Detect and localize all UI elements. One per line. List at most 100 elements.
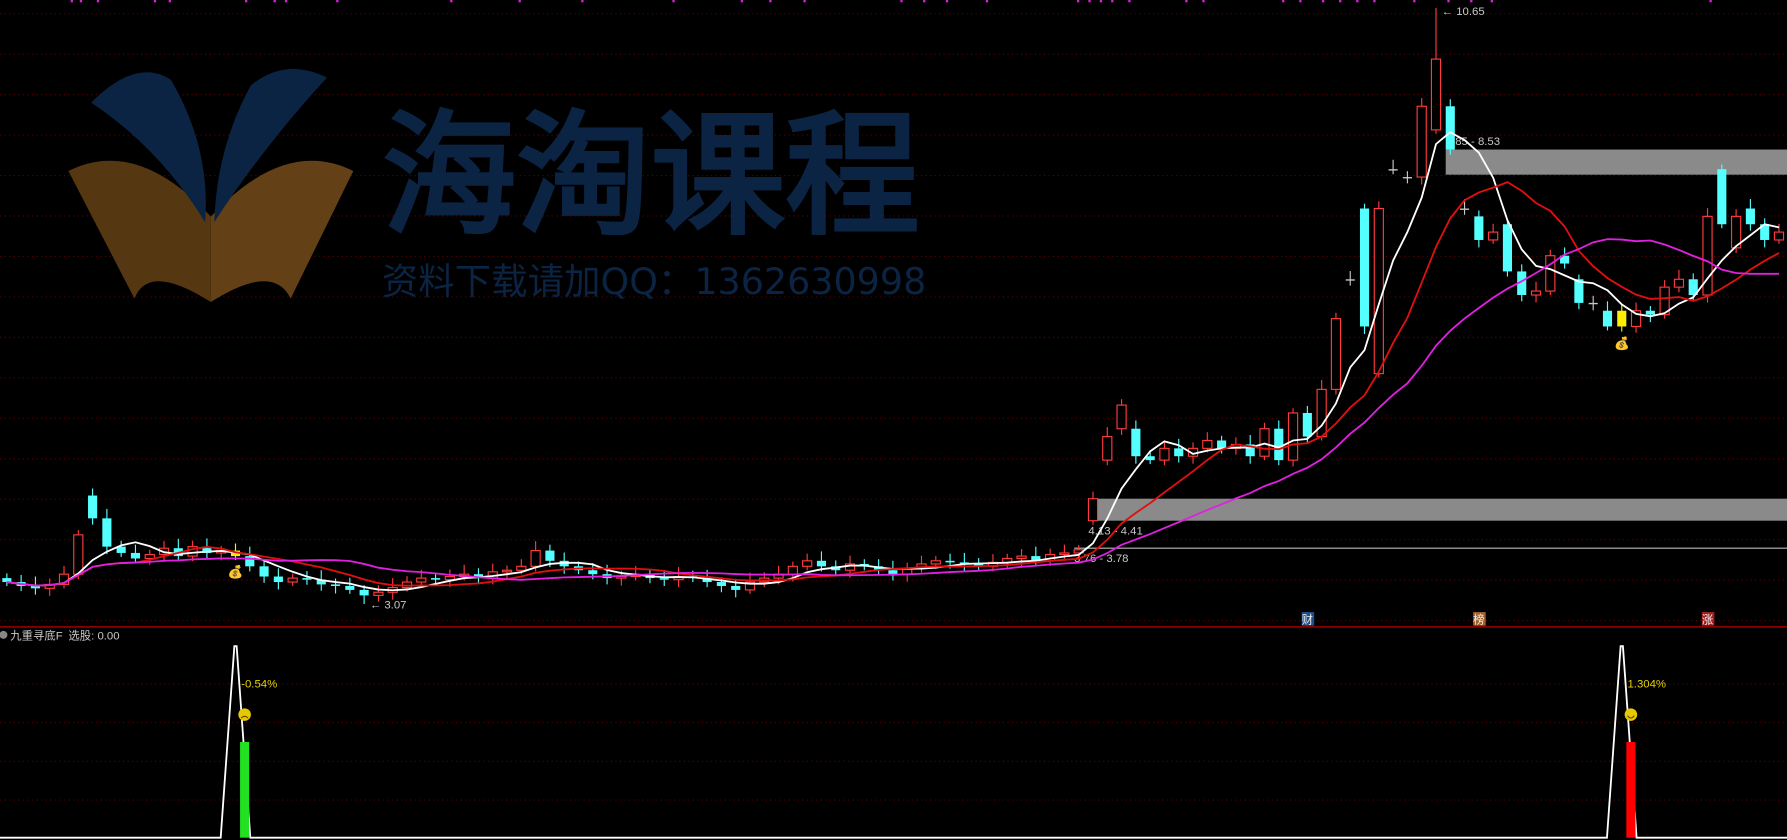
candle	[1602, 301, 1613, 331]
candle-body-up	[1730, 215, 1742, 249]
candle	[1517, 264, 1527, 302]
top-dots	[70, 0, 1712, 3]
top-dot	[1099, 0, 1103, 3]
candle-body-down	[1174, 448, 1184, 457]
candle	[1202, 432, 1213, 453]
candle	[273, 568, 283, 590]
candle-body-down	[30, 585, 40, 589]
signal-percent-label: 1.304%	[1627, 678, 1666, 690]
candle	[1430, 7, 1442, 134]
candle-body-down	[1302, 412, 1312, 437]
candle	[1359, 203, 1370, 334]
top-dot	[450, 0, 453, 3]
candle	[802, 553, 813, 571]
candle-body-up	[1530, 290, 1542, 296]
candle	[1474, 210, 1484, 248]
candle-body-down	[888, 570, 898, 575]
candle-body-up	[802, 560, 813, 567]
candle	[116, 540, 126, 557]
high-price-label: ← 10.65	[1442, 6, 1485, 18]
candle-body-down	[102, 518, 112, 547]
candle	[1530, 281, 1542, 303]
candle-body-down	[345, 585, 355, 590]
candle	[1116, 399, 1127, 435]
candle	[1316, 379, 1327, 441]
candle	[1645, 306, 1655, 323]
candle-body-down	[1745, 208, 1755, 225]
top-dot	[923, 0, 926, 3]
candle-body-up	[1330, 318, 1342, 390]
candle	[1717, 164, 1727, 229]
candle	[1287, 408, 1299, 467]
candle-body-down	[302, 578, 312, 580]
candle	[1245, 434, 1255, 464]
candle	[1630, 302, 1642, 333]
top-dot	[79, 0, 83, 3]
candle-body-down	[116, 546, 126, 553]
watermark: 海淘课程 资料下载请加QQ：1362630998	[68, 68, 926, 303]
signal-bar	[1626, 741, 1636, 838]
candle-body-up	[1087, 498, 1099, 522]
candle	[1560, 247, 1570, 269]
candle-body-up	[1773, 231, 1785, 241]
candle	[1159, 441, 1170, 466]
candle-body-down	[1588, 302, 1598, 305]
candle	[88, 488, 98, 525]
candle-body-down	[545, 550, 555, 561]
candle	[444, 569, 456, 588]
money-bag-icon: 💰	[1614, 336, 1630, 352]
candle-body-up	[1488, 231, 1499, 241]
candle-body-up	[787, 565, 798, 575]
top-dot	[1356, 0, 1359, 3]
candle-body-down	[716, 582, 726, 586]
top-dot	[672, 0, 675, 3]
moving-averages	[6, 131, 1780, 592]
candle	[2, 573, 12, 586]
candle-body-up	[287, 577, 298, 583]
top-dot	[273, 0, 276, 3]
candle-body-up	[416, 577, 427, 583]
marker-label: 榜	[1473, 612, 1484, 626]
candle-body-up	[1202, 439, 1213, 449]
top-dot	[168, 0, 171, 3]
smile-face-circle	[1624, 708, 1638, 721]
candle	[1274, 420, 1284, 466]
candle-body-down	[431, 578, 441, 580]
top-dot	[900, 0, 903, 3]
top-dot	[1373, 0, 1376, 3]
candle-body-down	[245, 556, 255, 567]
candle-body-down	[1502, 224, 1512, 272]
candle	[1345, 271, 1355, 286]
price-annotations: ← 10.65 ← 3.07	[370, 6, 1485, 612]
top-dot	[1076, 0, 1080, 3]
candle-body-down	[316, 579, 326, 585]
sad-face-circle	[238, 708, 251, 721]
candle-body-down	[1274, 428, 1284, 461]
candle	[330, 578, 341, 594]
candle	[1330, 312, 1342, 395]
signal-line	[0, 645, 1787, 839]
candle-body-down	[1345, 279, 1355, 281]
candle-body-down	[1717, 169, 1727, 225]
candle-body-down	[1602, 310, 1613, 327]
top-dot	[1447, 0, 1450, 3]
candle-body-up	[1116, 404, 1127, 430]
top-dot	[581, 0, 584, 3]
candle	[1702, 208, 1713, 303]
indicator-toggle-icon[interactable]	[0, 630, 8, 639]
top-dot	[96, 0, 100, 3]
candle-body-down	[1402, 177, 1412, 179]
candle	[501, 565, 513, 580]
candle-body-down	[702, 578, 712, 583]
candle	[1259, 422, 1270, 461]
candle-body-down	[1145, 456, 1155, 461]
candle	[1574, 274, 1584, 310]
top-dot	[336, 0, 339, 3]
candle-body-down	[974, 563, 984, 567]
candle	[1745, 199, 1755, 231]
candle-body-up	[1102, 435, 1113, 461]
candle	[73, 530, 84, 580]
candle-body-down	[1131, 428, 1141, 457]
candle	[1174, 438, 1184, 463]
